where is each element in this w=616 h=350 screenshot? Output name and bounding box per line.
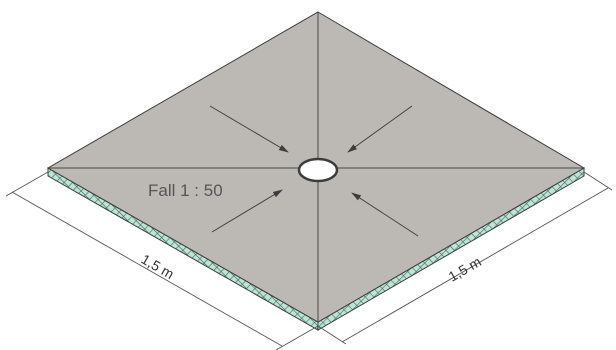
dimension-right <box>317 171 613 345</box>
dimension-left <box>5 171 319 350</box>
arrow-bottom-right <box>351 192 419 237</box>
arrow-top-right <box>347 105 413 153</box>
dimension-right-label: 1,5 m <box>446 253 484 284</box>
drain <box>297 157 339 183</box>
arrow-bottom-left <box>211 189 283 233</box>
dimension-left-label: 1,5 m <box>139 251 177 282</box>
arrow-top-left <box>209 105 289 153</box>
slope-label: Fall 1 : 50 <box>148 181 223 200</box>
slope-arrows <box>209 105 419 237</box>
